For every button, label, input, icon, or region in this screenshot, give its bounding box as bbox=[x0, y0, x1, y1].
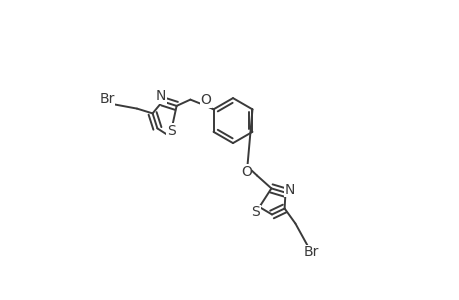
Text: S: S bbox=[167, 124, 175, 138]
Text: Br: Br bbox=[302, 245, 318, 259]
Text: S: S bbox=[251, 206, 260, 219]
Text: N: N bbox=[285, 183, 295, 196]
Text: Br: Br bbox=[99, 92, 114, 106]
Text: N: N bbox=[156, 89, 166, 103]
Text: O: O bbox=[240, 165, 251, 179]
Text: O: O bbox=[200, 93, 211, 107]
